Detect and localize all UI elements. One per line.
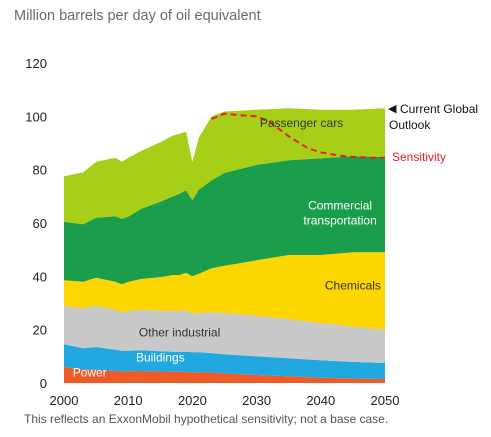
series-label-commercial-transportation-2: transportation — [303, 214, 376, 228]
area-chemicals — [64, 252, 385, 330]
footnote: This reflects an ExxonMobil hypothetical… — [24, 412, 388, 426]
area-power — [64, 367, 385, 383]
x-tick-2040: 2040 — [306, 393, 335, 408]
series-label-other-industrial: Other industrial — [139, 325, 220, 339]
area-passenger-cars — [64, 108, 385, 225]
annotation-sensitivity: Sensitivity — [392, 150, 446, 164]
annotation-current-global: Current Global — [400, 102, 478, 116]
y-tick-80: 80 — [33, 163, 47, 178]
series-label-buildings: Buildings — [136, 351, 185, 365]
x-tick-2030: 2030 — [242, 393, 271, 408]
annotation-current-outlook: ◀ Current Global Outlook — [388, 102, 478, 132]
x-tick-2050: 2050 — [371, 393, 400, 408]
y-tick-60: 60 — [33, 216, 47, 231]
area-commercial-transportation — [64, 156, 385, 285]
annotation-outlook: Outlook — [389, 118, 431, 132]
area-other-industrial — [64, 305, 385, 363]
y-tick-40: 40 — [33, 269, 47, 284]
y-tick-20: 20 — [33, 323, 47, 338]
x-tick-2020: 2020 — [178, 393, 207, 408]
y-tick-0: 0 — [40, 376, 47, 391]
annotation-marker: ◀ — [388, 102, 397, 115]
y-tick-120: 120 — [25, 56, 47, 71]
chart-title: Million barrels per day of oil equivalen… — [14, 8, 261, 24]
x-tick-2010: 2010 — [114, 393, 143, 408]
series-label-power: Power — [73, 365, 107, 379]
y-tick-100: 100 — [25, 109, 47, 124]
series-label-chemicals: Chemicals — [325, 279, 381, 293]
sensitivity-line — [211, 112, 385, 159]
x-tick-2000: 2000 — [50, 393, 79, 408]
series-label-commercial-transportation-1: Commercial — [308, 199, 372, 213]
area-buildings — [64, 344, 385, 379]
series-label-passenger-cars: Passenger cars — [260, 116, 343, 130]
